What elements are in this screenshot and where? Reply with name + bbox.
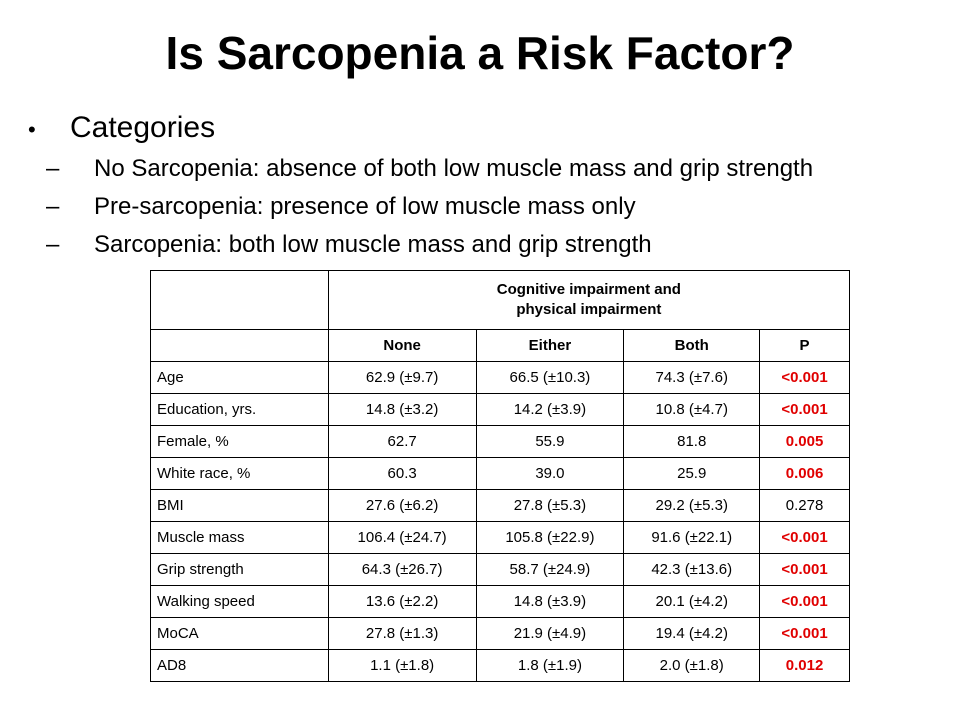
subbullet-text: Pre-sarcopenia: presence of low muscle m… (94, 193, 636, 220)
cell-both: 25.9 (623, 457, 761, 490)
column-header-either: Either (475, 329, 625, 362)
row-label: Muscle mass (150, 521, 329, 554)
table-row: Age 62.9 (±9.7) 66.5 (±10.3) 74.3 (±7.6) <0.… (150, 361, 850, 394)
subbullet-text: Sarcopenia: both low muscle mass and gri… (94, 231, 652, 258)
column-header-none: None (327, 329, 477, 362)
cell-p-value: 0.012 (759, 649, 850, 682)
bullet-list: • Categories – No Sarcopenia: absence of… (28, 108, 948, 264)
cell-either: 14.2 (±3.9) (475, 393, 625, 426)
cell-p-value: 0.005 (759, 425, 850, 458)
table-row: Grip strength 64.3 (±26.7) 58.7 (±24.9) 42.… (150, 553, 850, 586)
cell-none: 60.3 (327, 457, 477, 490)
table-row: Walking speed 13.6 (±2.2) 14.8 (±3.9) 20.1 … (150, 585, 850, 618)
cell-either: 21.9 (±4.9) (475, 617, 625, 650)
cell-either: 105.8 (±22.9) (475, 521, 625, 554)
table-row: BMI 27.6 (±6.2) 27.8 (±5.3) 29.2 (±5.3) 0.27… (150, 489, 850, 522)
dash-icon: – (46, 155, 60, 182)
row-label: Age (150, 361, 329, 394)
cell-both: 42.3 (±13.6) (623, 553, 761, 586)
cell-p-value: <0.001 (759, 617, 850, 650)
cell-p-value: <0.001 (759, 553, 850, 586)
cell-either: 1.8 (±1.9) (475, 649, 625, 682)
cell-both: 91.6 (±22.1) (623, 521, 761, 554)
cell-either: 58.7 (±24.9) (475, 553, 625, 586)
cell-none: 14.8 (±3.2) (327, 393, 477, 426)
table-row: Education, yrs. 14.8 (±3.2) 14.2 (±3.9) 10.… (150, 393, 850, 426)
group-header-line1: Cognitive impairment and (496, 281, 681, 298)
cell-p-value: <0.001 (759, 585, 850, 618)
subbullet-pre-sarcopenia: – Pre-sarcopenia: presence of low muscle… (46, 188, 948, 226)
subbullet-no-sarcopenia: – No Sarcopenia: absence of both low mus… (46, 150, 948, 188)
bullet-text: Categories (70, 111, 216, 144)
bullet-categories: • Categories (28, 108, 948, 150)
table-body: Age 62.9 (±9.7) 66.5 (±10.3) 74.3 (±7.6) <0.… (150, 361, 850, 682)
row-label: Grip strength (150, 553, 329, 586)
cell-both: 81.8 (623, 425, 761, 458)
cell-none: 27.8 (±1.3) (327, 617, 477, 650)
table-row: Muscle mass 106.4 (±24.7) 105.8 (±22.9) 91.… (150, 521, 850, 554)
slide-title: Is Sarcopenia a Risk Factor? (165, 27, 795, 79)
cell-either: 27.8 (±5.3) (475, 489, 625, 522)
group-header: Cognitive impairment and physical impair… (327, 270, 851, 330)
column-header-p: P (759, 329, 850, 362)
dash-icon: – (46, 193, 60, 220)
cell-none: 27.6 (±6.2) (327, 489, 477, 522)
subbullet-sarcopenia: – Sarcopenia: both low muscle mass and g… (46, 226, 948, 264)
cell-none: 1.1 (±1.8) (327, 649, 477, 682)
row-label: Walking speed (150, 585, 329, 618)
cell-none: 13.6 (±2.2) (327, 585, 477, 618)
cell-p-value: <0.001 (759, 393, 850, 426)
bullet-dot-icon: • (28, 117, 36, 142)
dash-icon: – (46, 231, 60, 258)
cell-either: 39.0 (475, 457, 625, 490)
row-label: BMI (150, 489, 329, 522)
cell-p-value: 0.278 (759, 489, 850, 522)
cell-both: 29.2 (±5.3) (623, 489, 761, 522)
cell-either: 14.8 (±3.9) (475, 585, 625, 618)
table-group-header-row: Cognitive impairment and physical impair… (150, 270, 851, 330)
table-row: White race, % 60.3 39.0 25.9 0.006 (150, 457, 850, 490)
empty-header-cell (150, 329, 329, 362)
cell-either: 55.9 (475, 425, 625, 458)
cell-p-value: <0.001 (759, 521, 850, 554)
empty-header-cell (150, 270, 329, 330)
row-label: Female, % (150, 425, 329, 458)
row-label: White race, % (150, 457, 329, 490)
cell-p-value: <0.001 (759, 361, 850, 394)
table-row: MoCA 27.8 (±1.3) 21.9 (±4.9) 19.4 (±4.2) <0.… (150, 617, 850, 650)
table-column-header-row: None Either Both P (150, 329, 850, 362)
row-label: AD8 (150, 649, 329, 682)
table-row: AD8 1.1 (±1.8) 1.8 (±1.9) 2.0 (±1.8) 0.012 (150, 649, 850, 682)
row-label: MoCA (150, 617, 329, 650)
cell-both: 20.1 (±4.2) (623, 585, 761, 618)
cell-none: 106.4 (±24.7) (327, 521, 477, 554)
group-header-line2: physical impairment (516, 301, 662, 318)
cell-both: 19.4 (±4.2) (623, 617, 761, 650)
table-row: Female, % 62.7 55.9 81.8 0.005 (150, 425, 850, 458)
cell-both: 74.3 (±7.6) (623, 361, 761, 394)
cell-either: 66.5 (±10.3) (475, 361, 625, 394)
cell-both: 10.8 (±4.7) (623, 393, 761, 426)
results-table: Cognitive impairment and physical impair… (150, 270, 851, 682)
cell-none: 62.9 (±9.7) (327, 361, 477, 394)
subbullet-text: No Sarcopenia: absence of both low muscl… (94, 155, 814, 182)
row-label: Education, yrs. (150, 393, 329, 426)
column-header-both: Both (623, 329, 761, 362)
cell-both: 2.0 (±1.8) (623, 649, 761, 682)
cell-none: 64.3 (±26.7) (327, 553, 477, 586)
cell-none: 62.7 (327, 425, 477, 458)
cell-p-value: 0.006 (759, 457, 850, 490)
